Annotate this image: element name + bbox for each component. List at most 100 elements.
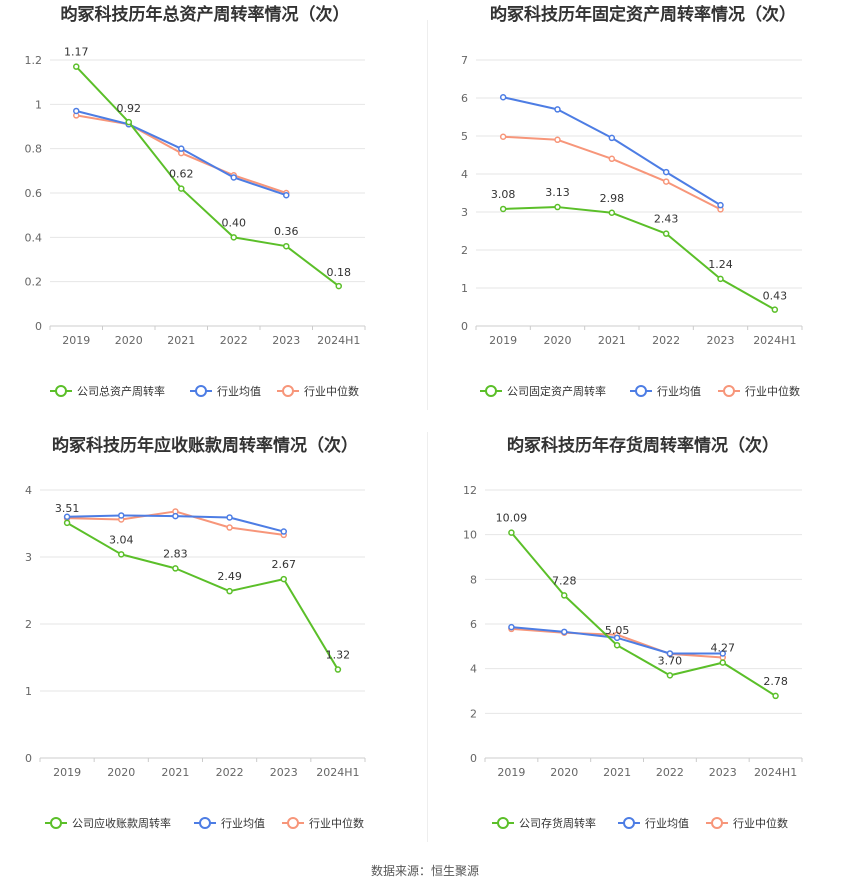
series-line-company (66, 521, 339, 671)
y-tick-label: 1.2 (25, 54, 43, 67)
legend-label: 公司固定资产周转率 (507, 384, 606, 398)
x-tick-label: 2021 (603, 766, 631, 779)
data-point-company (666, 672, 674, 679)
data-point-company (283, 242, 290, 250)
data-point-company (280, 575, 287, 583)
data-point-company (719, 659, 726, 666)
data-point-industry_avg (613, 634, 621, 642)
x-tick-label: 2023 (272, 334, 300, 347)
legend-swatch-marker (50, 817, 62, 829)
legend-swatch-marker (497, 817, 509, 829)
y-tick-label: 4 (470, 663, 477, 676)
x-tick-label: 2019 (53, 766, 81, 779)
data-label: 3.70 (658, 654, 683, 667)
x-tick-label: 2023 (270, 766, 298, 779)
data-point-industry_avg (118, 512, 125, 519)
legend-swatch-marker (287, 817, 299, 829)
data-point-industry_avg (499, 93, 507, 101)
series-line-company (503, 206, 776, 311)
y-tick-label: 6 (461, 92, 468, 105)
data-point-company (608, 209, 616, 217)
data-point-industry_median (608, 155, 616, 163)
y-tick-label: 8 (470, 573, 477, 586)
data-label: 0.36 (274, 225, 299, 238)
legend-label: 行业中位数 (733, 816, 788, 830)
x-tick-label: 2024H1 (753, 334, 796, 347)
data-label: 10.09 (496, 512, 528, 525)
data-label: 3.04 (109, 533, 134, 546)
data-source-footer: 数据来源：恒生聚源 (370, 864, 479, 878)
chart-inventory-turnover: 昀冢科技历年存货周转率情况（次） 0 2 4 6 8 10 12 2019 2020 2021 202… (430, 430, 850, 850)
legend-swatch-marker (711, 817, 723, 829)
data-point-industry_median (226, 524, 233, 531)
data-point-company (499, 205, 507, 213)
y-tick-label: 1 (25, 685, 32, 698)
x-tick-label: 2021 (161, 766, 189, 779)
data-point-industry_avg (230, 174, 237, 181)
data-label: 2.83 (163, 547, 188, 560)
chart-title: 昀冢科技历年应收账款周转率情况（次） (52, 435, 358, 456)
x-tick-label: 2019 (497, 766, 525, 779)
data-label: 1.32 (326, 649, 351, 662)
data-point-industry_avg (717, 201, 724, 209)
legend-label: 公司总资产周转率 (77, 384, 165, 398)
y-tick-label: 2 (25, 618, 32, 631)
x-tick-label: 2024H1 (317, 334, 360, 347)
data-label: 7.28 (552, 574, 577, 587)
data-point-company (226, 587, 233, 595)
y-tick-label: 4 (461, 168, 468, 181)
x-tick-label: 2022 (216, 766, 244, 779)
legend-swatch-marker (282, 385, 294, 397)
data-point-company (662, 230, 670, 237)
legend-swatch-marker (723, 385, 735, 397)
data-point-industry_avg (226, 514, 233, 521)
y-tick-label: 10 (463, 529, 477, 542)
data-point-industry_avg (283, 191, 290, 199)
data-point-industry_avg (178, 145, 185, 152)
x-tick-label: 2021 (167, 334, 195, 347)
legend-label: 公司应收账款周转率 (72, 816, 171, 830)
x-tick-label: 2023 (707, 334, 735, 347)
data-point-company (717, 275, 724, 283)
legend-label: 行业中位数 (304, 384, 359, 398)
legend-swatch-marker (55, 385, 67, 397)
legend-label: 行业均值 (645, 817, 689, 830)
legend-label: 行业均值 (657, 385, 701, 398)
data-label: 1.17 (64, 46, 89, 59)
data-point-industry_avg (280, 528, 287, 535)
y-tick-label: 2 (461, 244, 468, 257)
data-label: 3.13 (545, 186, 570, 199)
vertical-divider-top (427, 20, 428, 410)
data-point-company (772, 692, 779, 700)
chart-svg-3: 昀冢科技历年存货周转率情况（次） 0 2 4 6 8 10 12 2019 2020 2021 202… (463, 435, 803, 830)
data-label: 1.24 (708, 258, 733, 271)
chart-receivables-turnover: 昀冢科技历年应收账款周转率情况（次） 0 1 2 3 4 2019 2020 2021 2022 2… (0, 430, 425, 850)
x-tick-label: 2019 (62, 334, 90, 347)
data-point-company (771, 306, 779, 313)
data-point-industry_avg (662, 168, 670, 176)
x-tick-label: 2020 (550, 766, 578, 779)
data-point-industry_avg (554, 106, 561, 113)
data-label: 2.98 (600, 192, 625, 205)
data-label: 2.78 (763, 675, 788, 688)
chart-title: 昀冢科技历年存货周转率情况（次） (507, 435, 779, 456)
data-point-company (125, 118, 132, 126)
x-tick-label: 2022 (652, 334, 680, 347)
y-tick-label: 6 (470, 618, 477, 631)
data-point-industry_avg (666, 650, 674, 657)
y-tick-label: 1 (35, 98, 42, 111)
data-point-industry_avg (172, 512, 179, 520)
series-line-company (510, 532, 777, 697)
data-point-industry_avg (561, 628, 568, 636)
chart-svg-1: 昀冢科技历年固定资产周转率情况（次） 0 1 2 3 4 5 6 7 2019 2020 2021 20… (461, 4, 803, 398)
chart-fixed-asset-turnover: 昀冢科技历年固定资产周转率情况（次） 0 1 2 3 4 5 6 7 2019 2020 2021 20… (430, 0, 850, 410)
data-point-company (118, 551, 125, 558)
y-tick-label: 0.8 (25, 143, 43, 156)
x-tick-label: 2024H1 (754, 766, 797, 779)
vertical-divider-bottom (427, 432, 428, 842)
y-tick-label: 3 (461, 206, 468, 219)
data-point-industry_avg (73, 107, 80, 115)
chart-svg-2: 昀冢科技历年应收账款周转率情况（次） 0 1 2 3 4 2019 2020 2021 2022 2… (25, 435, 366, 830)
data-label: 3.08 (491, 188, 516, 201)
y-tick-label: 0 (25, 752, 32, 765)
